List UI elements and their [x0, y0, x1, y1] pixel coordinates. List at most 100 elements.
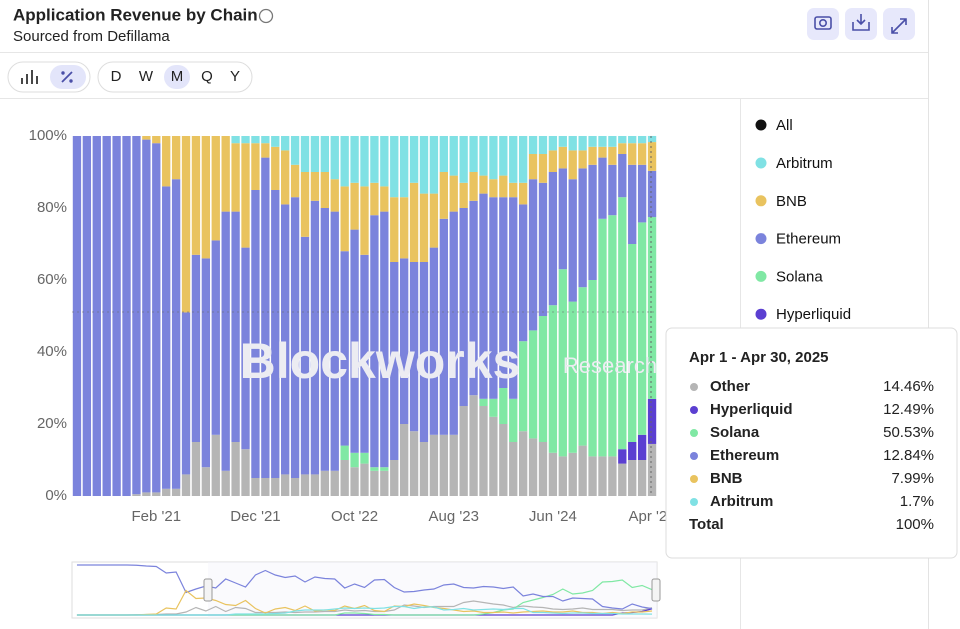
bar-segment	[628, 244, 637, 442]
bar-segment	[588, 146, 597, 165]
bar-segment	[409, 262, 419, 432]
period-button[interactable]: M	[171, 68, 184, 85]
title: Application Revenue by Chain	[13, 5, 258, 24]
bar-segment	[350, 229, 359, 453]
bar-segment	[528, 330, 538, 439]
bar-segment	[518, 136, 528, 183]
bar-segment	[340, 186, 349, 252]
bar-segment	[449, 136, 458, 176]
bar-segment	[499, 175, 508, 198]
navigator-handle[interactable]	[203, 578, 213, 602]
bar-segment	[320, 470, 330, 496]
tooltip-value: 12.84%	[883, 447, 934, 464]
tooltip-total-name: Total	[689, 516, 724, 533]
bar-segment	[588, 456, 597, 496]
navigator-window[interactable]	[208, 562, 657, 618]
tooltip-marker	[690, 475, 698, 483]
info-icon[interactable]	[258, 8, 274, 24]
bar-segment	[390, 136, 399, 198]
bar-segment	[628, 136, 637, 144]
bar-segment	[489, 416, 498, 496]
expand-button[interactable]	[883, 8, 915, 40]
bar-segment	[261, 157, 270, 478]
bar-segment	[449, 175, 458, 212]
bar-segment	[251, 478, 260, 496]
tooltip: Apr 1 - Apr 30, 2025 Other 14.46% Hyperliq…	[665, 327, 958, 559]
percent-icon	[69, 79, 73, 83]
bar-segment	[469, 172, 478, 201]
camera-button[interactable]	[807, 8, 839, 40]
legend-marker[interactable]	[755, 195, 767, 207]
bar-segment	[201, 136, 211, 259]
bar-segment	[380, 470, 389, 496]
navigator-line	[76, 564, 653, 610]
legend-marker[interactable]	[755, 308, 767, 320]
legend-marker[interactable]	[755, 270, 767, 282]
y-tick-label: 40%	[37, 343, 67, 360]
bar-segment	[419, 262, 429, 442]
bar-segment	[271, 478, 280, 496]
legend-label[interactable]: Hyperliquid	[776, 306, 851, 323]
legend-label[interactable]: BNB	[776, 193, 807, 210]
legend: AllArbitrumBNBEthereumSolanaHyperliquidO…	[755, 117, 851, 361]
bar-segment	[92, 136, 101, 496]
bar-segment	[518, 431, 528, 496]
legend-marker[interactable]	[755, 233, 767, 245]
bar-segment	[390, 460, 399, 496]
legend-label[interactable]: Arbitrum	[776, 155, 833, 172]
bar-segment	[647, 217, 657, 399]
period-active[interactable]	[164, 65, 190, 89]
bar-segment	[290, 197, 300, 478]
legend-marker[interactable]	[755, 157, 767, 169]
bar-segment	[419, 193, 429, 262]
legend-marker[interactable]	[755, 119, 767, 131]
tooltip-marker	[690, 429, 698, 437]
bar-segment	[102, 136, 111, 496]
bar-segment	[489, 398, 498, 417]
bar-segment	[191, 254, 201, 442]
x-tick-label: Feb '21	[131, 508, 181, 525]
period-button[interactable]: D	[111, 68, 122, 85]
bar-segment	[152, 136, 161, 144]
legend-label[interactable]: Ethereum	[776, 231, 841, 248]
bar-mode-icon[interactable]	[21, 70, 38, 84]
bar-segment	[122, 136, 131, 496]
bar-segment	[618, 449, 627, 464]
bar-segment	[191, 442, 201, 496]
period-button[interactable]: W	[139, 68, 154, 85]
bar-segment	[439, 218, 448, 435]
bar-segment	[469, 136, 478, 172]
legend-label[interactable]: Solana	[776, 268, 823, 285]
bar-segment	[598, 136, 607, 147]
plot-area: 0% 20% 40% 60% 80% 100% Feb '21 Dec '21 Oct '22 A…	[29, 127, 676, 525]
bar-segment	[558, 269, 567, 457]
bar-segment	[72, 136, 82, 496]
bar-segment	[380, 136, 389, 187]
bar-segment	[449, 434, 458, 496]
tooltip-marker	[690, 406, 698, 414]
bar-segment	[429, 247, 439, 435]
tooltip-value: 12.49%	[883, 401, 934, 418]
x-tick-label: Dec '21	[230, 508, 280, 525]
bar-segment	[241, 449, 250, 496]
bar-segment	[637, 434, 647, 460]
bar-segment	[548, 305, 558, 453]
navigator-handle[interactable]	[651, 578, 661, 602]
tooltip-value: 50.53%	[883, 424, 934, 441]
bar-segment	[598, 456, 607, 496]
bar-segment	[201, 258, 211, 468]
legend-label[interactable]: All	[776, 117, 793, 134]
bar-segment	[588, 280, 597, 457]
bar-segment	[528, 179, 538, 331]
period-button[interactable]: Q	[201, 68, 213, 85]
bar-segment	[558, 136, 567, 147]
bar-segment	[518, 182, 528, 205]
bar-segment	[142, 492, 151, 496]
bar-segment	[281, 136, 290, 151]
bar-segment	[231, 442, 240, 496]
bar-segment	[578, 287, 587, 446]
bar-segment	[162, 186, 171, 489]
navigator-line	[76, 605, 653, 616]
y-tick-label: 60%	[37, 271, 67, 288]
period-button[interactable]: Y	[230, 68, 240, 85]
